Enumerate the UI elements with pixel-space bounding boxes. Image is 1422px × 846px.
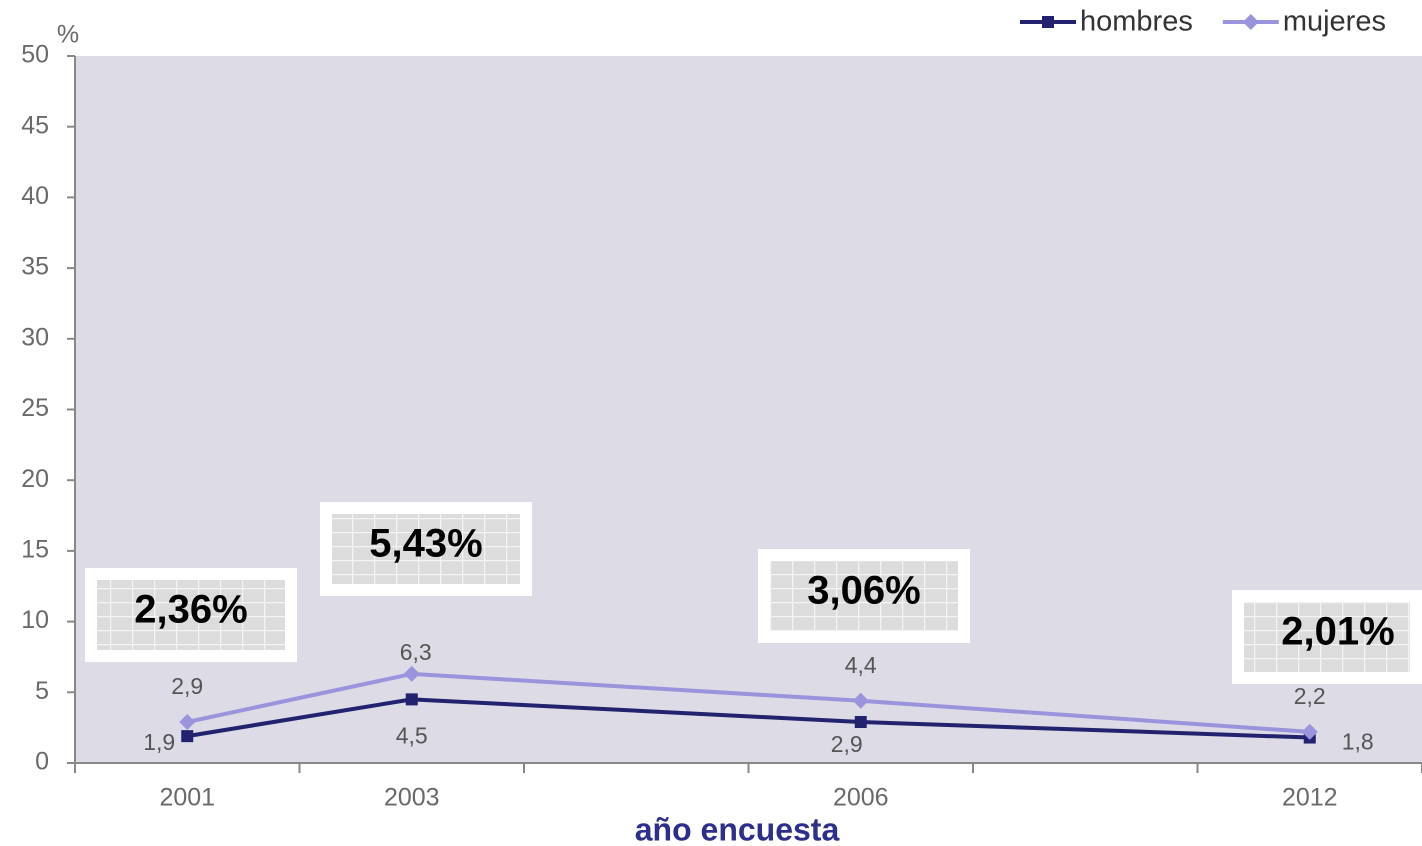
legend-marker: [1042, 16, 1054, 28]
data-label: 2,2: [1294, 683, 1326, 709]
data-label: 4,5: [396, 722, 428, 748]
data-label: 6,3: [400, 639, 432, 665]
x-tick-label: 2012: [1282, 784, 1338, 812]
marker: [181, 730, 194, 743]
series-line: [411, 697, 861, 724]
y-axis-label: %: [57, 21, 79, 49]
data-label: 4,4: [845, 652, 877, 678]
y-tick-label: 30: [21, 323, 49, 351]
y-tick-label: 45: [21, 111, 49, 139]
annotation-pattern: [1244, 602, 1410, 672]
marker: [403, 665, 420, 682]
x-axis-label: año encuesta: [635, 811, 840, 846]
legend-label: hombres: [1080, 6, 1193, 38]
series-line: [186, 671, 413, 724]
y-tick-label: 10: [21, 606, 49, 634]
x-tick-label: 2003: [384, 784, 440, 812]
x-tick-label: 2006: [833, 784, 889, 812]
annotation: 2,01%: [1281, 610, 1394, 654]
data-label: 2,9: [831, 731, 863, 757]
data-label: 2,9: [171, 673, 203, 699]
legend-marker: [1242, 14, 1259, 30]
y-tick-label: 40: [21, 182, 49, 210]
y-tick-label: 5: [35, 677, 49, 705]
marker: [179, 713, 196, 730]
y-tick-label: 0: [35, 748, 49, 776]
marker: [854, 715, 867, 728]
series-line: [860, 719, 1310, 740]
annotation: 2,36%: [134, 588, 247, 632]
annotation: 3,06%: [807, 569, 920, 613]
y-tick-label: 25: [21, 394, 49, 422]
annotation-pattern: [770, 561, 958, 631]
data-label: 1,8: [1342, 729, 1374, 755]
annotation-pattern: [97, 580, 285, 650]
marker: [405, 693, 418, 706]
plot-area: [75, 56, 1422, 763]
series-line: [860, 698, 1310, 734]
y-tick-label: 20: [21, 465, 49, 493]
series-line: [186, 697, 413, 739]
x-tick-label: 2001: [159, 784, 215, 812]
y-tick-label: 35: [21, 253, 49, 281]
data-label: 1,9: [143, 729, 175, 755]
legend-label: mujeres: [1283, 6, 1386, 38]
annotation-pattern: [332, 514, 520, 584]
marker: [1301, 723, 1318, 740]
y-tick-label: 15: [21, 536, 49, 564]
y-tick-label: 50: [21, 41, 49, 69]
annotation: 5,43%: [369, 522, 482, 566]
marker: [852, 692, 869, 709]
series-line: [411, 671, 861, 703]
